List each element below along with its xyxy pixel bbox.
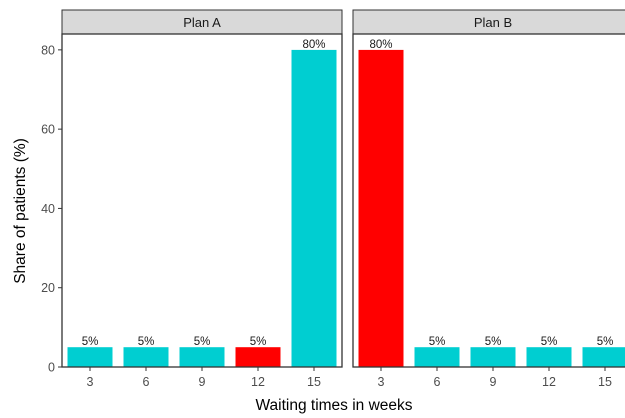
bar-value-label: 5%	[138, 336, 155, 348]
x-tick-label: 6	[434, 375, 441, 389]
x-tick-label: 6	[143, 375, 150, 389]
facet-strip-label: Plan A	[183, 15, 221, 30]
y-tick-label: 80	[41, 43, 55, 57]
bar	[179, 347, 225, 367]
bar	[291, 49, 337, 368]
x-tick-label: 12	[251, 375, 265, 389]
x-axis-title: Waiting times in weeks	[255, 397, 412, 414]
x-tick-label: 12	[542, 375, 556, 389]
y-tick-label: 40	[41, 202, 55, 216]
bar-value-label: 5%	[541, 336, 558, 348]
facet-strip	[352, 9, 625, 35]
bar-value-label: 5%	[250, 336, 267, 348]
facet-strip-label: Plan B	[474, 15, 512, 30]
bar-value-label: 5%	[194, 336, 211, 348]
panel-plan-a: Plan A 5% 5% 5% 5% 80% 3 6 9 12 15	[61, 9, 343, 389]
y-tick-label: 20	[41, 281, 55, 295]
bar-value-label: 5%	[429, 336, 446, 348]
bar	[358, 49, 404, 368]
bar-value-label: 5%	[597, 336, 614, 348]
x-tick-label: 15	[307, 375, 321, 389]
x-tick-label: 15	[598, 375, 612, 389]
x-tick-label: 9	[199, 375, 206, 389]
facet-strip	[61, 9, 343, 35]
bar	[470, 347, 516, 367]
bar	[235, 347, 281, 367]
bar-value-label: 80%	[369, 39, 392, 51]
y-tick-label: 0	[48, 361, 55, 375]
facet-panels: Plan A 5% 5% 5% 5% 80% 3 6 9 12 15 Plan B 80% 5% 5% 5% 5…	[41, 9, 625, 389]
bar-value-label: 80%	[302, 39, 325, 51]
panel-plan-b: Plan B 80% 5% 5% 5% 5% 3 6 9 12 15	[352, 9, 625, 389]
bar	[123, 347, 169, 367]
bar	[526, 347, 572, 367]
bar	[67, 347, 113, 367]
y-axis-title: Share of patients (%)	[12, 138, 29, 284]
x-tick-label: 3	[87, 375, 94, 389]
x-tick-label: 3	[378, 375, 385, 389]
bar	[414, 347, 460, 367]
bar-value-label: 5%	[485, 336, 502, 348]
bar-value-label: 5%	[82, 336, 99, 348]
y-tick-label: 60	[41, 123, 55, 137]
x-tick-label: 9	[490, 375, 497, 389]
y-axis: 0 20 40 60 80	[41, 43, 62, 375]
bar	[582, 347, 625, 367]
